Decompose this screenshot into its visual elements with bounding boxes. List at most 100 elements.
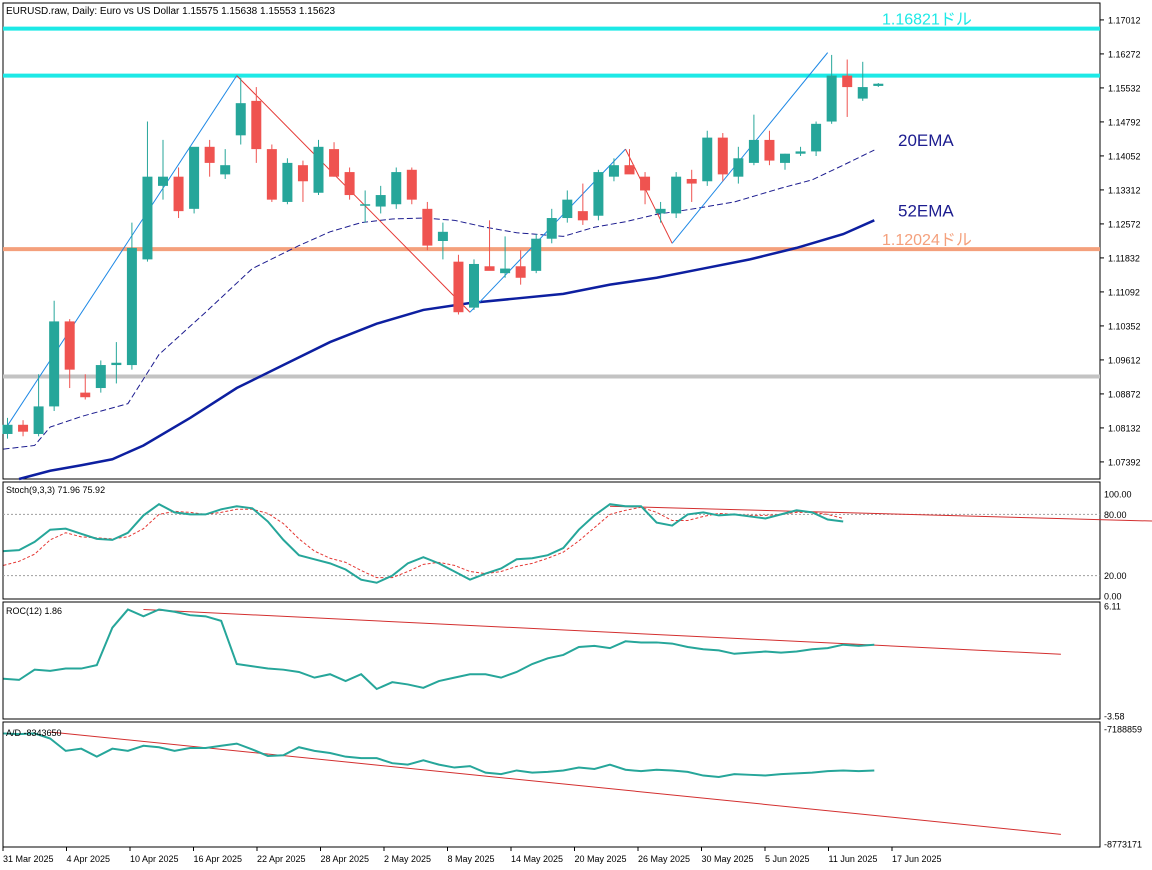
candle-body-5 (80, 392, 91, 398)
price-tick-label-9: 1.10352 (1108, 321, 1141, 331)
candle-body-39 (608, 165, 619, 177)
date-tick-label-0: 31 Mar 2025 (3, 854, 54, 864)
stoch-tick-label-1: 80.00 (1104, 510, 1127, 520)
candle-body-54 (842, 75, 853, 88)
candle-body-24 (375, 195, 386, 207)
stochastic-panel-frame (2, 481, 1101, 600)
candle-body-41 (640, 176, 651, 191)
price-axis: 1.17012 1.16272 1.15532 1.14792 1.14052 1.133… (1100, 15, 1141, 467)
ad-main-line (3, 732, 875, 778)
date-tick-label-10: 26 May 2025 (638, 854, 690, 864)
candle-body-55 (857, 87, 868, 99)
candle-body-44 (686, 178, 697, 184)
price-tick-label-11: 1.08872 (1108, 389, 1141, 399)
ad-lines (3, 731, 1061, 835)
candle-body-49 (764, 139, 775, 161)
ad-trendline (50, 731, 1061, 835)
date-tick-label-5: 28 Apr 2025 (321, 854, 370, 864)
candle-body-42 (655, 208, 666, 214)
date-tick-label-7: 8 May 2025 (448, 854, 495, 864)
ad-panel[interactable]: -7188859 -8773171 A/D -8343650 (2, 721, 1142, 850)
stoch-tick-label-3: 0.00 (1104, 592, 1122, 602)
candle-body-2 (33, 406, 44, 434)
candle-body-6 (95, 365, 106, 389)
level-labels: 1.16821ドル 1.12024ドル 20EMA 52EMA (882, 12, 972, 249)
date-tick-label-1: 4 Apr 2025 (67, 854, 111, 864)
candle-body-40 (624, 165, 635, 175)
stochastic-title: Stoch(9,3,3) 71.96 75.92 (6, 485, 105, 495)
candle-body-8 (126, 247, 137, 366)
candle-body-17 (266, 149, 277, 200)
candle-body-33 (515, 266, 526, 278)
ad-tick-label-0: -7188859 (1104, 725, 1142, 735)
candle-body-12 (189, 146, 200, 209)
candle-body-35 (546, 218, 557, 239)
candle-body-27 (422, 208, 433, 246)
date-tick-label-4: 22 Apr 2025 (257, 854, 306, 864)
candles (2, 54, 884, 439)
ema20-label: 20EMA (898, 131, 954, 150)
candle-body-7 (111, 362, 122, 366)
candle-body-34 (531, 238, 542, 271)
candle-body-53 (826, 75, 837, 122)
candle-body-15 (235, 103, 246, 136)
date-axis: 31 Mar 2025 4 Apr 2025 10 Apr 2025 16 Apr 2… (2, 847, 942, 864)
candle-body-52 (811, 123, 822, 152)
candle-body-10 (158, 176, 168, 186)
price-tick-label-12: 1.08132 (1108, 423, 1141, 433)
candle-body-32 (500, 268, 511, 274)
candle-body-37 (577, 211, 588, 221)
candle-body-30 (469, 263, 479, 308)
date-tick-label-6: 2 May 2025 (384, 854, 431, 864)
candle-body-11 (173, 176, 184, 212)
candle-body-45 (702, 137, 713, 182)
level-label-2: 1.12024ドル (882, 232, 972, 249)
stoch-signal-line (3, 506, 844, 579)
candle-body-1 (18, 424, 29, 432)
price-tick-label-13: 1.07392 (1108, 457, 1141, 467)
candle-body-47 (733, 158, 744, 177)
candle-body-14 (220, 165, 231, 175)
stoch-tick-label-0: 100.00 (1104, 490, 1132, 500)
stochastic-lines (3, 503, 1152, 584)
candle-body-50 (780, 153, 790, 163)
ad-axis: -7188859 -8773171 (1104, 725, 1142, 850)
date-tick-label-2: 10 Apr 2025 (130, 854, 179, 864)
date-tick-label-8: 14 May 2025 (511, 854, 563, 864)
date-tick-label-9: 20 May 2025 (575, 854, 627, 864)
candle-body-4 (64, 321, 75, 370)
date-tick-label-3: 16 Apr 2025 (194, 854, 243, 864)
candle-body-36 (562, 199, 573, 219)
price-tick-label-8: 1.11092 (1108, 287, 1140, 297)
roc-trendline (143, 609, 1061, 655)
price-tick-label-3: 1.14792 (1108, 117, 1141, 127)
price-panel[interactable]: 1.16821ドル 1.12024ドル 20EMA 52EMA 1.17012 1.16… (2, 2, 1141, 481)
stoch-trendline (609, 505, 1152, 522)
price-tick-label-10: 1.09612 (1108, 355, 1141, 365)
candle-body-9 (142, 176, 153, 260)
ema20-line (3, 149, 875, 450)
candle-body-23 (360, 204, 371, 206)
roc-panel[interactable]: 6.11 -3.58 ROC(12) 1.86 (2, 601, 1125, 722)
chart-title: EURUSD.raw, Daily: Euro vs US Dollar 1.1… (6, 6, 336, 17)
roc-panel-frame (2, 601, 1101, 720)
stoch-main-line (3, 503, 844, 584)
candle-body-18 (282, 162, 293, 202)
stochastic-panel[interactable]: 100.00 80.00 20.00 0.00 Stoch(9,3,3) 71.96 … (2, 481, 1152, 602)
candle-body-3 (49, 321, 60, 407)
candle-body-51 (795, 151, 806, 154)
zigzag-segment-3 (625, 148, 673, 244)
candle-body-19 (297, 165, 308, 182)
price-tick-label-6: 1.12572 (1108, 219, 1141, 229)
roc-title: ROC(12) 1.86 (6, 606, 62, 616)
candle-body-13 (204, 146, 215, 163)
roc-main-line (3, 608, 875, 691)
date-tick-label-13: 11 Jun 2025 (829, 854, 878, 864)
candle-body-20 (313, 146, 324, 193)
candle-body-28 (437, 231, 448, 241)
ad-panel-frame (2, 721, 1101, 848)
roc-tick-label-0: 6.11 (1104, 602, 1121, 612)
date-tick-label-11: 30 May 2025 (702, 854, 754, 864)
candle-body-16 (251, 100, 262, 150)
price-tick-label-0: 1.17012 (1108, 15, 1141, 25)
